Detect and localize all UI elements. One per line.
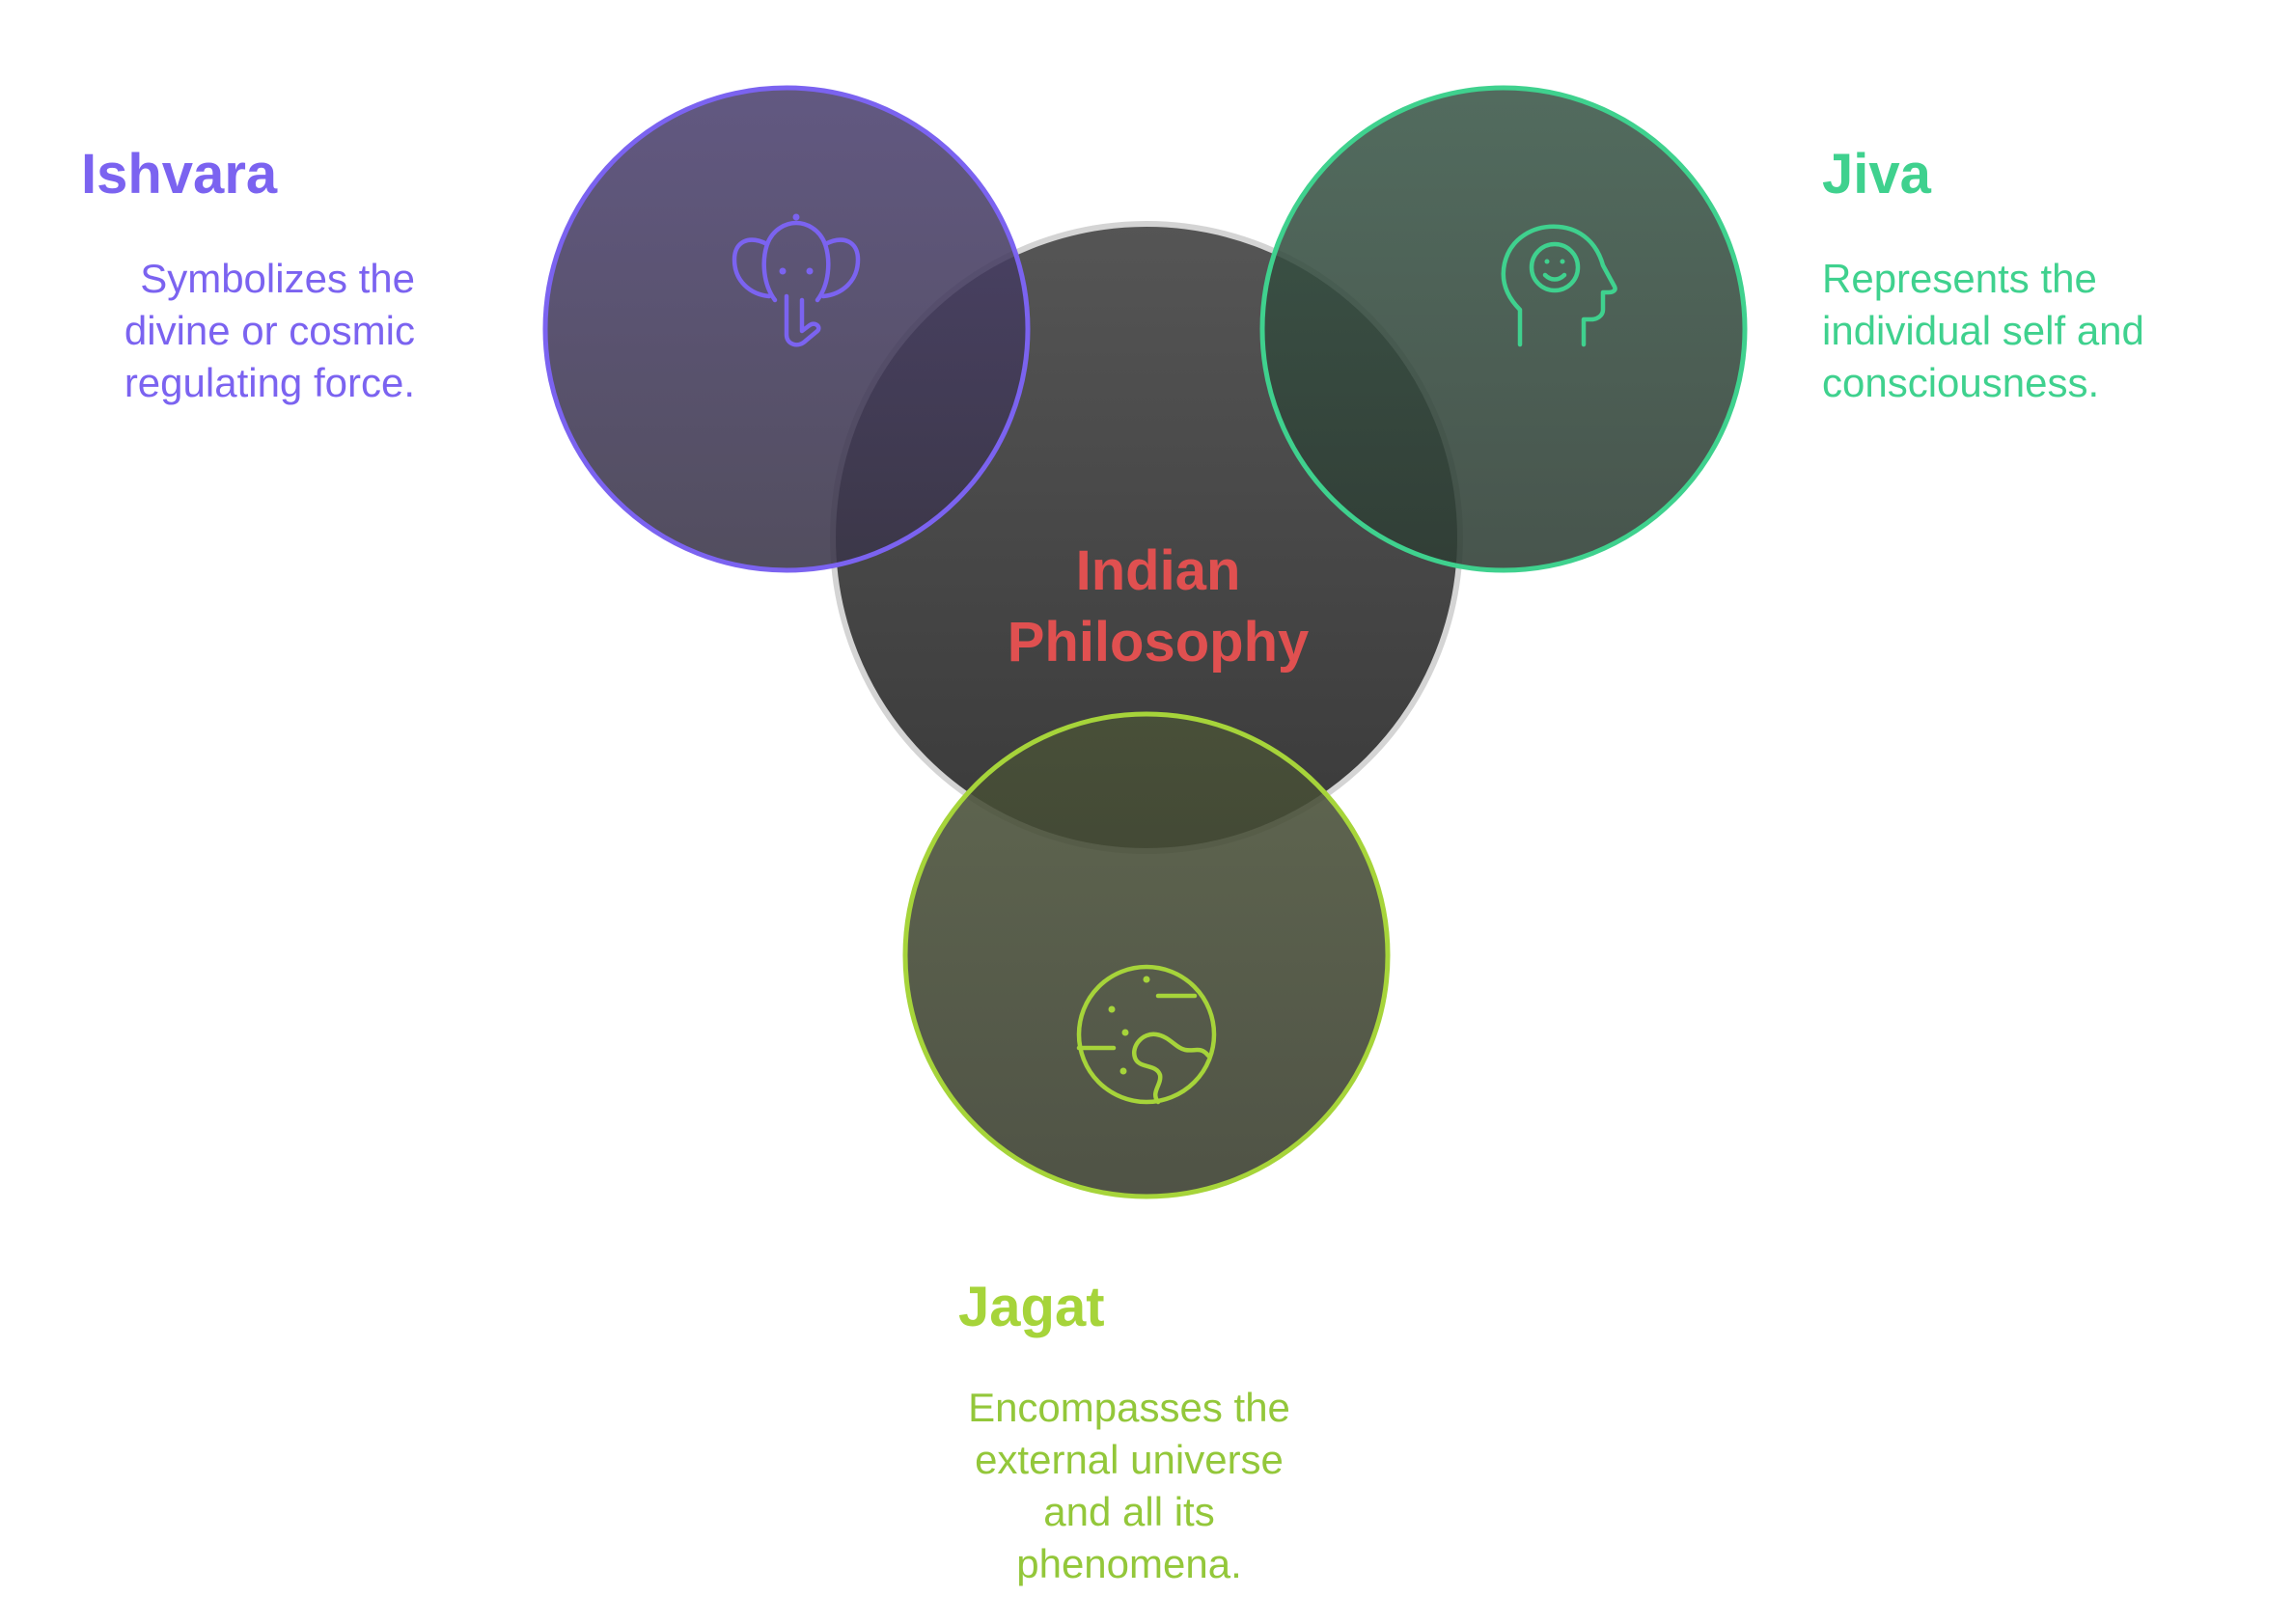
jagat-desc-line: Encompasses the: [968, 1385, 1290, 1430]
jiva-circle: [1259, 85, 1748, 573]
jagat-desc-line: phenomena.: [1016, 1541, 1242, 1586]
elephant-icon: [732, 213, 861, 347]
jagat-title: Jagat: [958, 1276, 1105, 1338]
jiva-desc-line: Represents the: [1822, 256, 2097, 301]
ishvara-desc-line: divine or cosmic: [124, 308, 415, 353]
jiva-title: Jiva: [1822, 143, 1931, 206]
jiva-desc-line: individual self and: [1822, 308, 2144, 353]
ishvara-description: Symbolizes the divine or cosmic regulati…: [58, 253, 415, 409]
ishvara-desc-line: Symbolizes the: [140, 256, 415, 301]
jagat-desc-line: and all its: [1043, 1489, 1215, 1534]
jagat-desc-line: external universe: [975, 1437, 1284, 1482]
ishvara-title: Ishvara: [81, 143, 278, 206]
jagat-circle: [902, 711, 1391, 1199]
ishvara-desc-line: regulating force.: [124, 360, 415, 405]
planet-icon: [1076, 964, 1217, 1105]
jiva-desc-line: consciousness.: [1822, 360, 2100, 405]
person-head-icon: [1501, 224, 1617, 347]
jiva-description: Represents the individual self and consc…: [1822, 253, 2208, 409]
jagat-description: Encompasses the external universe and al…: [926, 1382, 1332, 1590]
